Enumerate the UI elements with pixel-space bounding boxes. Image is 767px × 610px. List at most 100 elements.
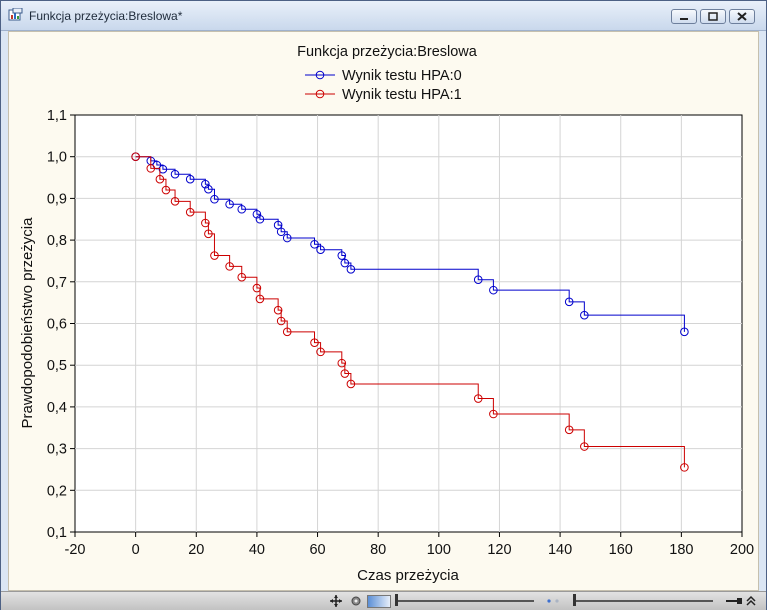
data-point [201,179,210,189]
data-point [210,251,219,260]
color-swatch[interactable] [367,595,391,608]
data-point [473,394,483,403]
data-point [580,442,589,451]
y-tick-label: 0,1 [47,525,67,541]
y-tick-label: 0,9 [47,191,67,207]
data-point [131,152,140,161]
data-point [473,275,483,285]
x-tick-label: 180 [669,542,693,558]
x-tick-label: 20 [188,542,204,558]
y-tick-label: 0,2 [47,483,67,499]
y-tick-label: 0,8 [47,233,67,249]
close-icon [737,12,747,21]
data-point [276,316,286,326]
data-point [340,369,350,378]
data-point [252,283,262,293]
series-layer [131,152,689,472]
data-point [489,285,498,295]
zoom-slider-right-thumb[interactable] [573,594,576,606]
x-tick-label: 200 [730,542,754,558]
x-tick-label: 160 [609,542,633,558]
x-axis-label: Czas przeżycia [357,567,459,584]
data-point [201,218,210,228]
zoom-slider-left-thumb[interactable] [395,594,398,606]
y-tick-label: 0,6 [47,317,67,333]
data-point [155,174,165,184]
minimize-button[interactable] [671,9,697,24]
data-point [237,272,247,282]
data-point [185,207,195,217]
window-title: Funkcja przeżycia:Breslowa* [29,9,183,23]
maximize-button[interactable] [700,9,726,24]
expand-chevrons-icon[interactable] [745,594,757,608]
data-point [204,184,213,194]
pin-icon[interactable] [725,595,743,607]
data-point [273,305,283,315]
status-bar [1,591,766,610]
x-tick-label: 80 [370,542,386,558]
data-point [337,251,347,260]
dots-icon [547,599,559,603]
maximize-icon [708,12,718,21]
axis-ticks: -20 0 20 40 60 80 100 120 140 160 180 200 0,1 0,2 0,3 0… [47,108,754,558]
pan-icon[interactable] [328,594,344,608]
y-tick-label: 0,3 [47,442,67,458]
settings-gear-icon[interactable] [349,594,363,608]
x-tick-label: 60 [309,542,325,558]
y-tick-label: 0,5 [47,358,67,374]
data-point [564,425,574,435]
data-point [346,379,356,389]
zoom-slider-left[interactable] [396,600,534,602]
series-group [131,152,689,472]
data-point [316,347,325,357]
data-point [316,245,325,254]
series-group [131,152,689,337]
chart-title: Funkcja przeżycia:Breslowa [297,44,478,60]
x-tick-label: 140 [548,542,572,558]
data-point [680,463,689,472]
x-tick-label: 0 [132,542,140,558]
legend-label: Wynik testu HPA:1 [342,87,462,103]
data-point [680,327,689,337]
data-point [146,164,156,173]
data-point [282,327,292,337]
data-point [252,209,262,219]
x-tick-label: 100 [427,542,451,558]
data-point [340,258,350,268]
chart-app-icon [8,8,23,21]
data-point [255,294,265,304]
x-tick-label: 40 [249,542,265,558]
data-point [210,194,219,204]
data-point [276,227,286,237]
data-point [170,197,180,206]
legend-marker [315,70,325,80]
y-tick-label: 1,1 [47,108,67,124]
chart-legend: Wynik testu HPA:0 Wynik testu HPA:1 [305,68,462,103]
data-point [580,310,589,320]
series-step-line [135,156,685,468]
x-tick-label: -20 [65,542,86,558]
data-point [185,174,195,184]
data-point [310,338,319,347]
data-point [255,214,265,224]
legend-label: Wynik testu HPA:0 [342,68,462,84]
y-tick-label: 0,4 [47,400,67,416]
y-tick-label: 1,0 [47,150,67,166]
minimize-icon [680,18,688,20]
data-point [282,233,292,243]
data-point [337,358,347,368]
zoom-slider-right[interactable] [573,600,713,602]
y-tick-label: 0,7 [47,275,67,291]
data-point [170,169,180,179]
grid-lines [75,115,742,532]
legend-marker [315,89,325,99]
title-bar[interactable]: Funkcja przeżycia:Breslowa* [1,1,766,31]
close-button[interactable] [729,9,755,24]
y-axis-label: Prawdopodobieństwo przeżycia [19,217,36,429]
data-point [158,164,168,174]
data-point [346,264,356,274]
chart-panel: Funkcja przeżycia:Breslowa Wynik testu H… [8,31,759,591]
data-point [161,185,171,195]
data-point [310,239,319,249]
